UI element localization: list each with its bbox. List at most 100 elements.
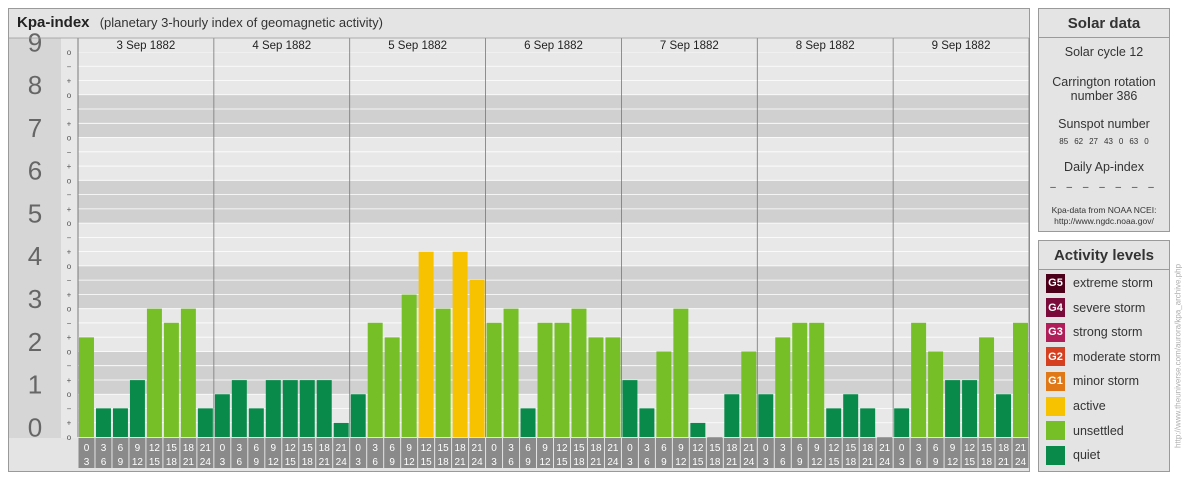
kp-band-1 (78, 351, 1029, 395)
interval-start: 12 (964, 443, 976, 454)
activity-label: active (1073, 399, 1106, 413)
interval-end: 21 (726, 457, 738, 468)
interval-box (944, 438, 961, 468)
interval-start: 9 (542, 443, 548, 454)
kp-bar (520, 408, 536, 437)
interval-start: 3 (101, 443, 107, 454)
kp-bar (486, 322, 502, 437)
kp-bar (469, 280, 485, 437)
interval-end: 15 (556, 457, 568, 468)
interval-start: 6 (118, 443, 124, 454)
interval-end: 21 (183, 457, 195, 468)
sunspot-value-4: 0 (1118, 137, 1124, 146)
interval-box (723, 438, 740, 468)
y-minor-mark: − (67, 276, 72, 285)
interval-box (265, 438, 282, 468)
activity-swatch (1046, 421, 1065, 441)
interval-start: 18 (319, 443, 331, 454)
interval-end: 21 (862, 457, 874, 468)
kp-bar (537, 322, 553, 437)
date-label: 9 Sep 1882 (932, 40, 991, 52)
interval-box (587, 438, 604, 468)
kp-bar (996, 394, 1012, 437)
date-label: 3 Sep 1882 (117, 40, 176, 52)
kp-bar (367, 322, 383, 437)
sunspot-values: 85 62 27 43 0 63 0 (1039, 137, 1169, 146)
y-minor-mark: − (67, 319, 72, 328)
date-label: 7 Sep 1882 (660, 40, 719, 52)
interval-start: 6 (525, 443, 531, 454)
interval-end: 21 (590, 457, 602, 468)
interval-start: 0 (763, 443, 769, 454)
activity-level-moderate-storm: G2 moderate storm (1046, 347, 1161, 367)
kpa-source-link[interactable]: http://www.ngdc.noaa.gov/ (1054, 216, 1154, 226)
interval-end: 24 (472, 457, 484, 468)
interval-box (655, 438, 672, 468)
interval-end: 24 (1015, 457, 1027, 468)
interval-end: 18 (845, 457, 857, 468)
kp-band-3 (78, 265, 1029, 309)
interval-start: 15 (709, 443, 721, 454)
sunspot-value-3: 43 (1104, 137, 1113, 146)
interval-end: 9 (118, 457, 124, 468)
kp-bar (95, 408, 111, 437)
interval-start: 9 (406, 443, 412, 454)
interval-box (927, 438, 944, 468)
kp-bar (605, 337, 621, 437)
kp-bar (639, 408, 655, 437)
interval-end: 9 (797, 457, 803, 468)
interval-end: 12 (539, 457, 551, 468)
kp-bar (724, 394, 740, 437)
activity-levels-title: Activity levels (1039, 241, 1169, 270)
date-header-row (78, 38, 1029, 52)
interval-end: 12 (811, 457, 823, 468)
kp-band-4 (78, 223, 1029, 266)
kp-bar (775, 337, 791, 437)
y-minor-mark: o (67, 91, 72, 100)
interval-box (503, 438, 520, 468)
interval-end: 3 (627, 457, 633, 468)
interval-box (214, 438, 231, 468)
activity-levels-panel: Activity levels G5 extreme storm G4 severe … (1038, 240, 1170, 472)
kp-band-5 (78, 180, 1029, 224)
interval-box (757, 438, 774, 468)
y-tick-label: 8 (28, 70, 42, 100)
interval-start: 3 (237, 443, 243, 454)
interval-box (876, 438, 893, 468)
y-minor-mark: o (67, 176, 72, 185)
kp-bar (571, 308, 587, 437)
interval-start: 12 (421, 443, 433, 454)
interval-end: 6 (237, 457, 243, 468)
kp-bar (112, 408, 128, 437)
kpa-source: Kpa-data from NOAA NCEI: http://www.ngdc… (1039, 205, 1169, 227)
activity-swatch (1046, 445, 1065, 465)
chart-subtitle: (planetary 3-hourly index of geomagnetic… (99, 15, 383, 30)
y-tick-label: 0 (28, 412, 42, 442)
date-label: 5 Sep 1882 (388, 40, 447, 52)
kp-bar (860, 408, 876, 437)
activity-swatch: G3 (1046, 322, 1065, 342)
interval-end: 3 (355, 457, 361, 468)
interval-end: 24 (743, 457, 755, 468)
interval-start: 6 (797, 443, 803, 454)
activity-label: unsettled (1073, 423, 1124, 438)
interval-box (1012, 438, 1029, 468)
y-minor-mark: + (67, 162, 72, 171)
y-minor-mark: − (67, 148, 72, 157)
kp-bar (503, 308, 519, 437)
kp-bar (928, 351, 944, 437)
date-label: 4 Sep 1882 (252, 40, 311, 52)
kp-bar (554, 322, 570, 437)
y-tick-label: 1 (28, 370, 42, 400)
interval-end: 12 (132, 457, 144, 468)
chart-title-bar: Kpa-index (planetary 3-hourly index of g… (8, 8, 1030, 38)
interval-box (961, 438, 978, 468)
solar-data-title: Solar data (1039, 9, 1169, 38)
interval-start: 3 (644, 443, 650, 454)
interval-end: 6 (644, 457, 650, 468)
activity-level-extreme-storm: G5 extreme storm (1046, 273, 1153, 293)
sunspot-value-1: 62 (1074, 137, 1084, 146)
interval-end: 15 (149, 457, 161, 468)
interval-box (689, 438, 706, 468)
